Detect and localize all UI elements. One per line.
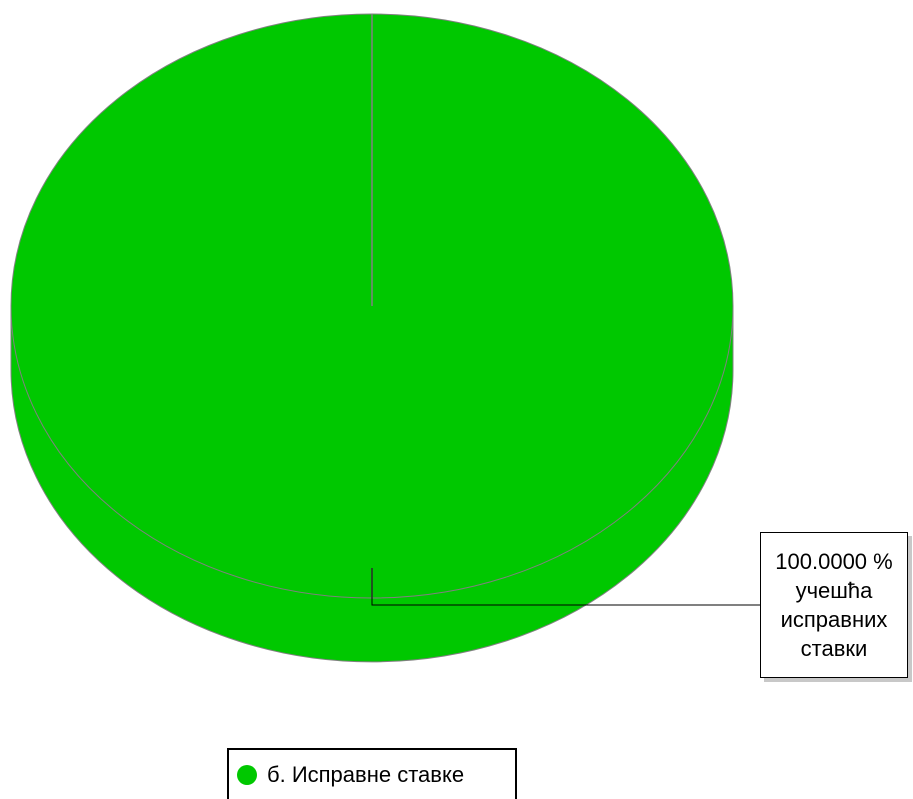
- data-label: 100.0000 % учешћа исправних ставки: [760, 532, 908, 678]
- leader-line: [371, 568, 760, 606]
- legend-label: б. Исправне ставке: [267, 761, 465, 787]
- legend-swatch: [237, 764, 257, 785]
- legend: б. Исправне ставке: [227, 748, 517, 799]
